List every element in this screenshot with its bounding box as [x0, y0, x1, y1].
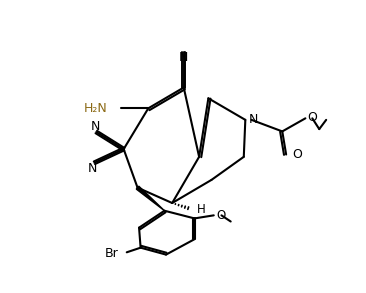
Text: O: O	[216, 209, 225, 222]
Text: N: N	[88, 162, 97, 175]
Text: H₂N: H₂N	[84, 102, 108, 115]
Text: N: N	[91, 120, 100, 133]
Text: O: O	[292, 148, 302, 161]
Polygon shape	[136, 186, 164, 211]
Text: Br: Br	[104, 247, 118, 260]
Text: O: O	[308, 111, 318, 124]
Text: H: H	[197, 203, 206, 216]
Text: N: N	[179, 51, 188, 64]
Text: N: N	[249, 113, 258, 126]
